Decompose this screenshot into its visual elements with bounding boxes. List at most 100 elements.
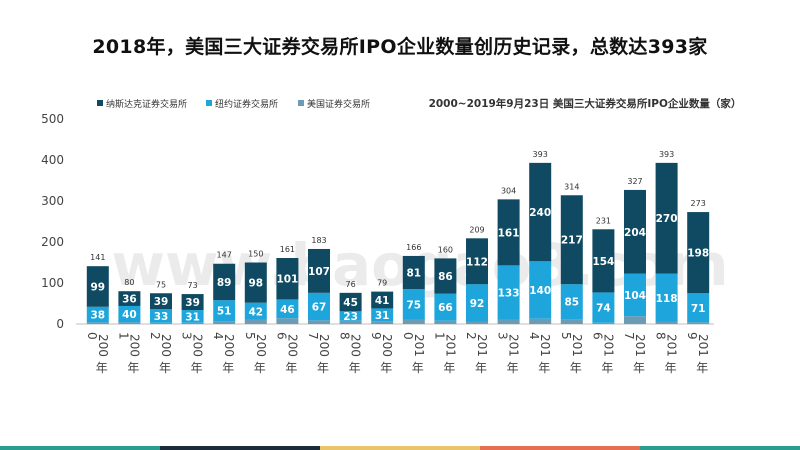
- x-tick-year-prefix: 200: [96, 334, 110, 357]
- x-tick-digit: 6: [590, 332, 604, 340]
- bar-nyse: [560, 284, 583, 320]
- bar-amex: [655, 321, 678, 324]
- bar-amex: [371, 321, 394, 324]
- bar-nyse: [466, 284, 488, 322]
- bar-stack: 31 41 79: [371, 279, 394, 324]
- x-tick-year-prefix: 200: [254, 334, 268, 357]
- x-tick-digit: 5: [243, 332, 257, 340]
- bar-nasdaq: [150, 293, 172, 310]
- x-tick-digit: 5: [559, 332, 573, 340]
- bar-total-label: 314: [564, 182, 579, 191]
- bar-label-nyse: 51: [217, 306, 232, 318]
- bar-nasdaq: [86, 266, 109, 307]
- bar-stack: 104 204 327: [624, 177, 646, 324]
- x-tick-year-suffix: 年: [96, 361, 108, 375]
- bar-total-label: 75: [156, 280, 166, 289]
- x-tick-digit: 2: [464, 332, 478, 340]
- bar-label-nasdaq: 99: [90, 281, 105, 293]
- x-tick-digit: 9: [369, 332, 383, 340]
- bar-label-nyse: 71: [691, 303, 706, 315]
- x-tick-digit: 8: [338, 332, 352, 340]
- bar-total-label: 304: [501, 186, 516, 195]
- bar-nasdaq: [276, 257, 299, 300]
- bar-label-nyse: 46: [280, 304, 295, 316]
- x-tick-year-prefix: 200: [349, 334, 363, 357]
- page-title: 2018年，美国三大证券交易所IPO企业数量创历史记录，总数达393家: [92, 36, 708, 58]
- x-tick-digit: 7: [622, 332, 636, 340]
- bar-nasdaq: [118, 291, 141, 306]
- bar-amex: [244, 319, 267, 324]
- x-tick-year-prefix: 201: [538, 334, 552, 357]
- x-tick-year-suffix: 年: [159, 361, 171, 375]
- bar-total-label: 150: [248, 250, 263, 259]
- bottom-bar-segment: [480, 446, 640, 450]
- bar-stack: 67 107 183: [308, 236, 330, 324]
- legend-label: 纳斯达克证券交易所: [106, 98, 187, 110]
- x-tick-year-suffix: 年: [601, 361, 613, 375]
- x-tick-year-suffix: 年: [127, 361, 139, 375]
- x-tick-year-prefix: 201: [570, 334, 584, 357]
- bar-label-nasdaq: 107: [308, 266, 330, 278]
- x-tick-digit: 2: [148, 332, 162, 340]
- bar-label-nyse: 140: [529, 285, 551, 297]
- bar-stack: 118 270 393: [655, 150, 678, 324]
- bar-nyse: [592, 292, 615, 323]
- bar-total-label: 166: [406, 243, 421, 252]
- bar-nasdaq: [687, 212, 710, 294]
- bar-total-label: 209: [469, 225, 484, 234]
- bar-nyse: [687, 293, 710, 323]
- bar-amex: [339, 320, 362, 324]
- x-tick-year-prefix: 201: [412, 334, 426, 357]
- x-tick-digit: 0: [85, 332, 99, 340]
- bar-nyse: [86, 306, 109, 323]
- bar-amex: [308, 320, 330, 324]
- bar-label-nyse: 31: [375, 310, 390, 322]
- bar-label-nasdaq: 154: [592, 256, 614, 268]
- bar-amex: [560, 319, 583, 324]
- y-tick-label: 0: [56, 317, 64, 331]
- bar-nyse: [276, 299, 299, 319]
- x-tick-year-suffix: 年: [475, 361, 487, 375]
- bar-nasdaq: [244, 262, 267, 303]
- x-tick-year-prefix: 200: [380, 334, 394, 357]
- legend-label: 美国证券交易所: [307, 98, 370, 110]
- bar-nasdaq: [624, 189, 646, 274]
- bar-nasdaq: [339, 292, 362, 312]
- x-tick-year-suffix: 年: [317, 361, 329, 375]
- bar-nyse: [150, 309, 172, 323]
- bottom-bar-segment: [160, 446, 320, 450]
- bar-total-label: 147: [217, 251, 232, 260]
- bar-nasdaq: [402, 255, 425, 290]
- bar-nyse: [529, 261, 552, 319]
- bar-nyse: [655, 273, 678, 322]
- x-tick-digit: 4: [527, 332, 541, 340]
- x-tick-digit: 1: [432, 332, 446, 340]
- bar-label-nasdaq: 240: [529, 207, 551, 219]
- bar-nasdaq: [213, 263, 236, 301]
- bar-nasdaq: [529, 162, 552, 262]
- bar-nasdaq: [560, 195, 583, 285]
- x-tick-year-suffix: 年: [349, 361, 361, 375]
- x-tick-year-suffix: 年: [443, 361, 455, 375]
- x-tick-year-prefix: 200: [191, 334, 205, 357]
- x-tick-digit: 1: [116, 332, 130, 340]
- y-tick-label: 200: [41, 235, 64, 249]
- x-tick-year-prefix: 200: [222, 334, 236, 357]
- bar-label-nasdaq: 101: [276, 274, 298, 286]
- bar-stack: 66 86 160: [434, 245, 457, 324]
- bar-nasdaq: [592, 229, 615, 293]
- bar-label-nasdaq: 98: [248, 278, 263, 290]
- bar-total-label: 79: [377, 279, 387, 288]
- x-tick-year-prefix: 200: [127, 334, 141, 357]
- bottom-decor-bar: [0, 446, 800, 450]
- x-tick-year-suffix: 年: [380, 361, 392, 375]
